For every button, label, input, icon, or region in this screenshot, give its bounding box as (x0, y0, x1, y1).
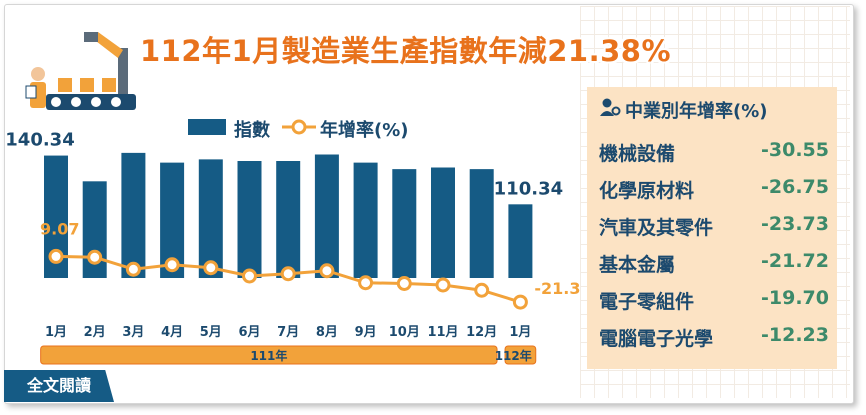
x-tick-label: 2月 (84, 325, 106, 340)
growth-point (435, 277, 451, 293)
production-index-chart: 140.34 110.34 9.07 -21.38 1月 2月 3月 4月 5月 6月 7月 8月 9月… (5, 130, 580, 365)
growth-point (319, 263, 335, 279)
x-tick-label: 3月 (122, 325, 144, 340)
line-value-label: 9.07 (40, 219, 79, 238)
x-tick-label: 4月 (161, 325, 183, 340)
industry-value: -19.70 (761, 287, 829, 309)
industry-value: -30.55 (761, 139, 829, 161)
industry-value: -12.23 (761, 324, 829, 346)
industry-row: 汽車及其零件 -23.73 (599, 213, 829, 243)
industry-row: 電腦電子光學 -12.23 (599, 324, 829, 354)
x-tick-label: 7月 (277, 325, 299, 340)
chart-bar (276, 161, 301, 278)
growth-point (396, 276, 412, 291)
worker-gear-icon (599, 97, 625, 122)
industry-name: 機械設備 (599, 143, 676, 165)
page-title: 112年1月製造業生產指數年減21.38% (140, 34, 671, 68)
growth-point (280, 266, 296, 282)
read-full-text-button[interactable]: 全文閱讀 (4, 370, 114, 402)
chart-bar (314, 154, 339, 278)
x-tick-label: 9月 (355, 325, 377, 340)
legend-bar-label: 指數 (234, 120, 270, 141)
chart-bar (508, 204, 533, 278)
legend-line-label: 年增率(%) (320, 120, 409, 141)
bar-value-label: 140.34 (5, 130, 74, 151)
growth-point (48, 248, 64, 264)
x-tick-label: 8月 (316, 325, 338, 340)
bar-value-label: 110.34 (494, 178, 563, 199)
chart-bar (121, 152, 146, 278)
x-tick-label: 5月 (200, 325, 222, 340)
growth-point (512, 294, 528, 310)
factory-robot-icon (25, 32, 136, 110)
chart-bar (353, 162, 378, 278)
chart-bar (237, 161, 262, 278)
growth-point (358, 275, 374, 291)
x-tick-label: 6月 (238, 325, 260, 340)
panel-title-text: 中業別年增率(%) (625, 101, 768, 122)
industry-name: 基本金屬 (599, 254, 676, 276)
industry-value: -23.73 (761, 213, 829, 235)
growth-point (125, 261, 141, 277)
year-group-band (40, 345, 498, 365)
x-tick-label: 1月 (45, 325, 67, 340)
x-tick-label: 12月 (466, 325, 497, 340)
line-value-label: -21.38 (534, 279, 580, 298)
industry-row: 電子零組件 -19.70 (599, 287, 829, 317)
legend-line-swatch (282, 119, 316, 135)
year-group-label: 111年 (250, 348, 287, 363)
growth-point (203, 260, 219, 276)
x-tick-label: 1月 (509, 325, 531, 340)
legend-bar-swatch (188, 119, 226, 135)
growth-point (164, 257, 180, 273)
industry-growth-panel: 中業別年增率(%) 機械設備 -30.55 化學原材料 -26.75 汽車及其零件 -23… (587, 87, 837, 369)
chart-bar (431, 167, 455, 278)
industry-row: 基本金屬 -21.72 (599, 250, 829, 280)
industry-name: 化學原材料 (599, 180, 695, 202)
industry-name: 汽車及其零件 (599, 217, 714, 239)
chart-bar (392, 169, 417, 278)
growth-point (87, 249, 103, 265)
x-tick-label: 11月 (427, 325, 458, 340)
industry-value: -21.72 (761, 250, 829, 272)
panel-title: 中業別年增率(%) (599, 97, 768, 123)
chart-bar (469, 169, 494, 278)
year-group-band (504, 345, 537, 365)
year-group-label: 112年 (495, 348, 532, 363)
growth-point (242, 268, 257, 284)
industry-row: 化學原材料 -26.75 (599, 176, 829, 206)
x-tick-label: 10月 (389, 325, 420, 340)
industry-name: 電子零組件 (599, 291, 695, 313)
growth-point (474, 282, 490, 298)
industry-row: 機械設備 -30.55 (599, 139, 829, 169)
industry-value: -26.75 (761, 176, 829, 198)
chart-bar (198, 159, 223, 278)
industry-name: 電腦電子光學 (599, 328, 714, 350)
